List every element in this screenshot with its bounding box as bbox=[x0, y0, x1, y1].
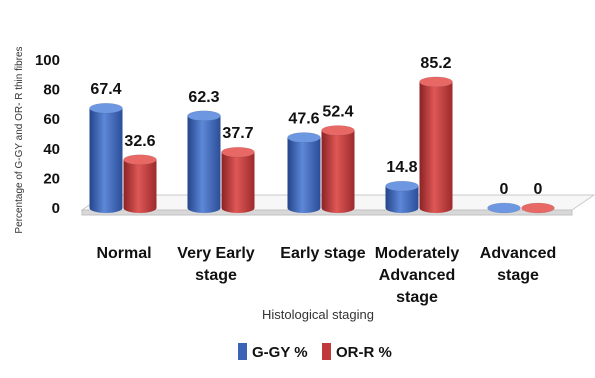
bar-g-gy-top bbox=[287, 132, 321, 143]
data-label: 52.4 bbox=[322, 103, 353, 120]
data-label: 67.4 bbox=[90, 81, 121, 98]
x-axis-label: Histological staging bbox=[262, 307, 374, 322]
data-label: 32.6 bbox=[124, 133, 155, 150]
bar-or-r-top bbox=[419, 76, 453, 88]
data-label: 62.3 bbox=[188, 89, 219, 106]
data-labels: 67.4 62.3 47.6 14.8 0 32.6 37.7 52.4 85.2 0 bbox=[90, 55, 542, 198]
bar-g-gy-top bbox=[187, 110, 221, 122]
bar-g-gy-body bbox=[385, 186, 419, 214]
legend-swatch-or-r bbox=[322, 343, 331, 360]
category-labels: Normal Very Early stage Early stage Moderate… bbox=[96, 245, 556, 306]
legend-label-or-r: OR-R % bbox=[336, 344, 392, 361]
bar-or-r bbox=[221, 146, 255, 214]
bar-or-r-top bbox=[521, 202, 555, 214]
y-axis-ticks: 0 20 40 60 80 100 bbox=[35, 52, 60, 217]
y-axis-label: Percentage of G-GY and OR- R thin fibres bbox=[14, 46, 25, 233]
y-tick-label: 80 bbox=[43, 82, 60, 99]
bar-or-r-body bbox=[419, 81, 453, 214]
category-label: Normal bbox=[96, 245, 151, 262]
bar-or-r-top bbox=[321, 125, 355, 136]
y-tick-label: 20 bbox=[43, 170, 60, 187]
bar-g-gy bbox=[287, 132, 321, 214]
bar-g-gy-top bbox=[89, 102, 123, 114]
y-tick-label: 100 bbox=[35, 52, 60, 69]
bar-or-r-body bbox=[221, 152, 255, 214]
bar-g-gy-body bbox=[187, 115, 221, 214]
data-label: 85.2 bbox=[420, 55, 451, 72]
bar-or-r-top bbox=[123, 154, 157, 166]
legend: G-GY % OR-R % bbox=[238, 343, 392, 361]
bar-g-gy bbox=[385, 180, 419, 214]
data-label: 37.7 bbox=[222, 125, 253, 142]
data-label: 14.8 bbox=[386, 159, 417, 176]
bars bbox=[89, 76, 555, 214]
category-label: Very Early stage bbox=[177, 245, 255, 284]
bar-or-r-top bbox=[221, 146, 255, 158]
bar-or-r-body bbox=[321, 130, 355, 214]
bar-g-gy-top bbox=[385, 180, 419, 192]
bar-or-r bbox=[419, 76, 453, 214]
data-label: 0 bbox=[500, 181, 509, 198]
category-label: Early stage bbox=[280, 245, 365, 262]
bar-or-r bbox=[521, 202, 555, 214]
y-tick-label: 0 bbox=[52, 200, 60, 217]
category-label: Moderately Advanced stage bbox=[375, 245, 460, 306]
bar-g-gy bbox=[487, 202, 521, 214]
data-label: 0 bbox=[534, 181, 543, 198]
bar-or-r-body bbox=[123, 159, 157, 214]
bar-or-r bbox=[123, 154, 157, 214]
bar-or-r bbox=[321, 125, 355, 214]
y-tick-label: 60 bbox=[43, 111, 60, 128]
bar-g-gy-top bbox=[487, 202, 521, 214]
bar-g-gy-body bbox=[287, 137, 321, 214]
legend-swatch-g-gy bbox=[238, 343, 247, 360]
bar-g-gy-body bbox=[89, 108, 123, 214]
bar-g-gy bbox=[187, 110, 221, 214]
y-tick-label: 40 bbox=[43, 141, 60, 158]
data-label: 47.6 bbox=[288, 111, 319, 128]
category-label: Advanced stage bbox=[480, 245, 556, 284]
bar-g-gy bbox=[89, 102, 123, 214]
legend-label-g-gy: G-GY % bbox=[252, 344, 308, 361]
